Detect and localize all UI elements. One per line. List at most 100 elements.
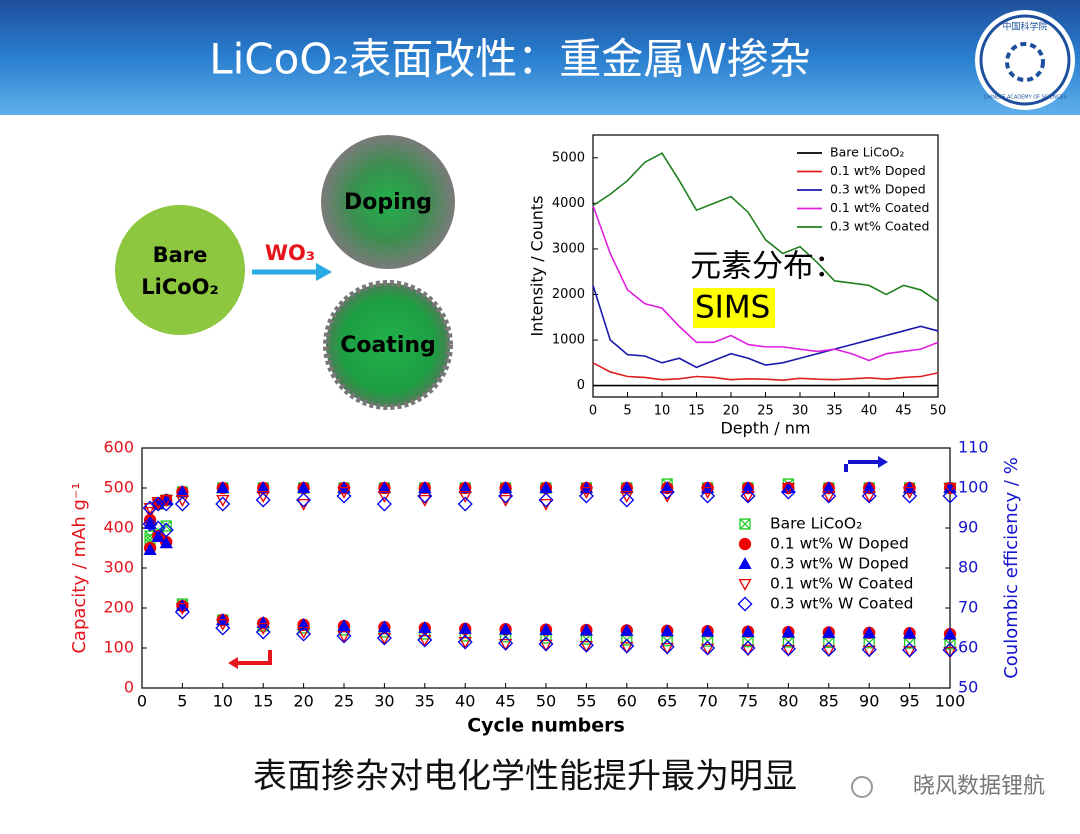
data-point: [861, 642, 877, 658]
legend-label: 0.1 wt% Doped: [830, 163, 926, 178]
y-tick-label: 0: [577, 378, 585, 393]
doping-label: Doping: [344, 190, 432, 215]
x-tick-label: 90: [859, 692, 879, 711]
x-tick-label: 100: [935, 692, 966, 711]
highlight-box: [693, 288, 775, 328]
data-point: [902, 488, 918, 504]
coating-label: Coating: [340, 333, 436, 358]
data-point: [862, 626, 876, 639]
data-point: [538, 492, 554, 508]
y-tick-label: 0: [124, 678, 134, 697]
data-point: [458, 636, 472, 649]
data-point: [377, 481, 392, 494]
data-point: [700, 640, 716, 656]
x-tick-label: 35: [415, 692, 435, 711]
data-point: [377, 490, 392, 503]
data-point: [418, 621, 432, 634]
data-point: [619, 492, 635, 508]
data-point: [150, 520, 166, 536]
data-point: [620, 623, 634, 636]
data-point: [861, 488, 877, 504]
data-point: [158, 496, 174, 512]
data-point: [942, 642, 958, 658]
data-point: [660, 642, 674, 655]
legend-marker: [738, 578, 752, 591]
data-point: [498, 481, 513, 494]
data-point: [417, 488, 433, 504]
y-tick-label: 600: [103, 438, 134, 457]
data-point: [296, 492, 312, 508]
x-tick-label: 65: [657, 692, 677, 711]
y-axis-label: Capacity / mAh g⁻¹: [69, 482, 90, 653]
bare-label: LiCoO₂: [141, 275, 218, 299]
legend-label: 0.1 wt% Coated: [830, 200, 929, 215]
data-point: [458, 621, 472, 634]
data-point: [579, 640, 594, 653]
data-point: [741, 625, 755, 638]
data-point: [255, 624, 271, 640]
data-point: [539, 639, 553, 652]
data-point: [539, 481, 553, 494]
y-tick-label: 100: [103, 638, 134, 657]
data-point: [862, 645, 876, 658]
data-point: [781, 625, 796, 638]
x-tick-label: 85: [819, 692, 839, 711]
data-point: [498, 622, 513, 635]
x-tick-label: 25: [757, 404, 774, 419]
data-point: [498, 638, 513, 651]
y-tick-label: 1000: [552, 333, 585, 348]
data-line: [592, 205, 939, 362]
data-point: [336, 488, 352, 504]
x-tick-label: 50: [930, 404, 947, 419]
x-tick-label: 45: [895, 404, 912, 419]
slide-title: LiCoO₂表面改性：重金属W掺杂: [209, 35, 811, 84]
data-point: [458, 481, 472, 494]
data-point: [143, 543, 157, 556]
legend-label: 0.1 wt% W Doped: [770, 535, 909, 553]
x-tick-label: 5: [623, 404, 631, 419]
x-axis-label: Depth / nm: [720, 419, 810, 438]
data-point: [781, 644, 796, 657]
data-point: [498, 494, 513, 507]
x-tick-label: 60: [617, 692, 637, 711]
data-point: [336, 628, 352, 644]
legend-label: Bare LiCoO₂: [770, 515, 862, 533]
data-point: [862, 481, 876, 494]
data-point: [700, 624, 715, 637]
x-tick-label: 40: [861, 404, 878, 419]
data-point: [822, 645, 836, 658]
x-tick-label: 35: [826, 404, 843, 419]
legend-marker: [737, 596, 753, 612]
x-tick-label: 5: [177, 692, 187, 711]
data-point: [620, 642, 634, 655]
x-tick-label: 40: [455, 692, 475, 711]
x-tick-label: 20: [723, 404, 740, 419]
x-tick-label: 75: [738, 692, 758, 711]
x-tick-label: 0: [137, 692, 147, 711]
data-point: [498, 635, 514, 651]
data-point: [741, 644, 755, 657]
x-tick-label: 0: [589, 404, 597, 419]
data-point: [620, 481, 634, 494]
data-point: [539, 623, 553, 636]
data-point: [902, 642, 918, 658]
legend-label: 0.1 wt% W Coated: [770, 575, 914, 593]
data-point: [700, 643, 715, 656]
data-point: [418, 494, 432, 507]
data-point: [458, 490, 472, 503]
data-point: [296, 617, 311, 630]
data-point: [142, 516, 158, 532]
watermark-icon: [851, 776, 873, 798]
y2-tick-label: 70: [958, 598, 978, 617]
x-tick-label: 45: [495, 692, 515, 711]
data-point: [377, 632, 392, 645]
legend-label: 0.3 wt% W Coated: [770, 595, 914, 613]
data-point: [337, 619, 351, 632]
y2-tick-label: 110: [958, 438, 989, 457]
logo-ring: [979, 14, 1071, 106]
y-tick-label: 300: [103, 558, 134, 577]
x-tick-label: 25: [334, 692, 354, 711]
data-point: [943, 627, 957, 640]
data-point: [700, 488, 716, 504]
